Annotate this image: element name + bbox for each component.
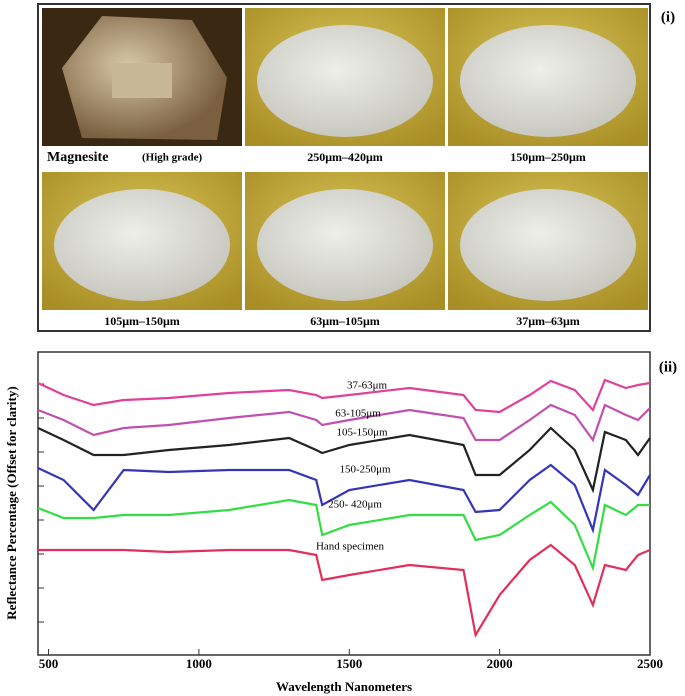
- y-axis-ticks: [38, 383, 44, 623]
- series-label: Hand specimen: [316, 541, 385, 553]
- photo-caption: 150μm–250μm: [510, 150, 586, 164]
- series-line: [38, 543, 651, 639]
- x-tick-label: 1500: [336, 656, 362, 671]
- powder-pile: [257, 25, 433, 137]
- x-tick-label: 2000: [487, 656, 513, 671]
- panel-label: (i): [661, 9, 675, 25]
- photo-caption: Magnesite: [47, 150, 108, 165]
- series-label: 250- 420μm: [328, 499, 382, 511]
- series-label: 63-105μm: [335, 408, 381, 420]
- rock-face: [112, 63, 172, 98]
- series-label: 37-63μm: [347, 380, 388, 392]
- y-axis-label: Reflectance Percentage (Offset for clari…: [4, 386, 19, 619]
- x-tick-label: 2500: [637, 656, 663, 671]
- powder-pile: [257, 189, 433, 301]
- x-axis-label: Wavelength Nanometers: [276, 679, 412, 694]
- series-label: 105-150μm: [336, 427, 388, 439]
- photo-caption-note: (High grade): [142, 152, 203, 164]
- series-label: 150-250μm: [339, 464, 391, 476]
- photo-caption: 105μm–150μm: [104, 314, 180, 328]
- powder-pile: [54, 189, 230, 301]
- series-line: [37, 378, 651, 414]
- series-line: [37, 426, 651, 494]
- powder-pile: [460, 189, 636, 301]
- photo-caption: 37μm–63μm: [516, 314, 580, 328]
- x-tick-label: 1000: [186, 656, 212, 671]
- powder-pile: [460, 25, 636, 137]
- photo-grid: Magnesite (High grade) 250μm–420μm 150μm–25…: [42, 8, 648, 328]
- series-line: [37, 403, 651, 443]
- panel-label: (ii): [659, 359, 677, 375]
- x-tick-label: 500: [39, 656, 59, 671]
- photo-caption: 63μm–105μm: [310, 314, 380, 328]
- photo-caption: 250μm–420μm: [307, 150, 383, 164]
- series-line: [37, 498, 650, 572]
- series-line: [37, 463, 651, 534]
